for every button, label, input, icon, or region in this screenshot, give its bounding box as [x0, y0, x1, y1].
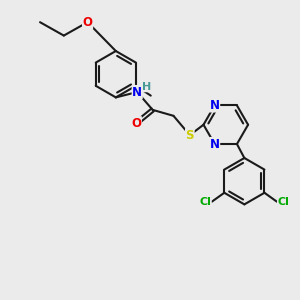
Text: N: N	[132, 85, 142, 98]
Text: Cl: Cl	[278, 197, 290, 207]
Text: Cl: Cl	[199, 197, 211, 207]
Text: N: N	[210, 99, 220, 112]
Text: N: N	[210, 137, 220, 151]
Text: O: O	[131, 117, 141, 130]
Text: O: O	[82, 16, 93, 29]
Text: H: H	[142, 82, 152, 92]
Text: S: S	[186, 129, 194, 142]
